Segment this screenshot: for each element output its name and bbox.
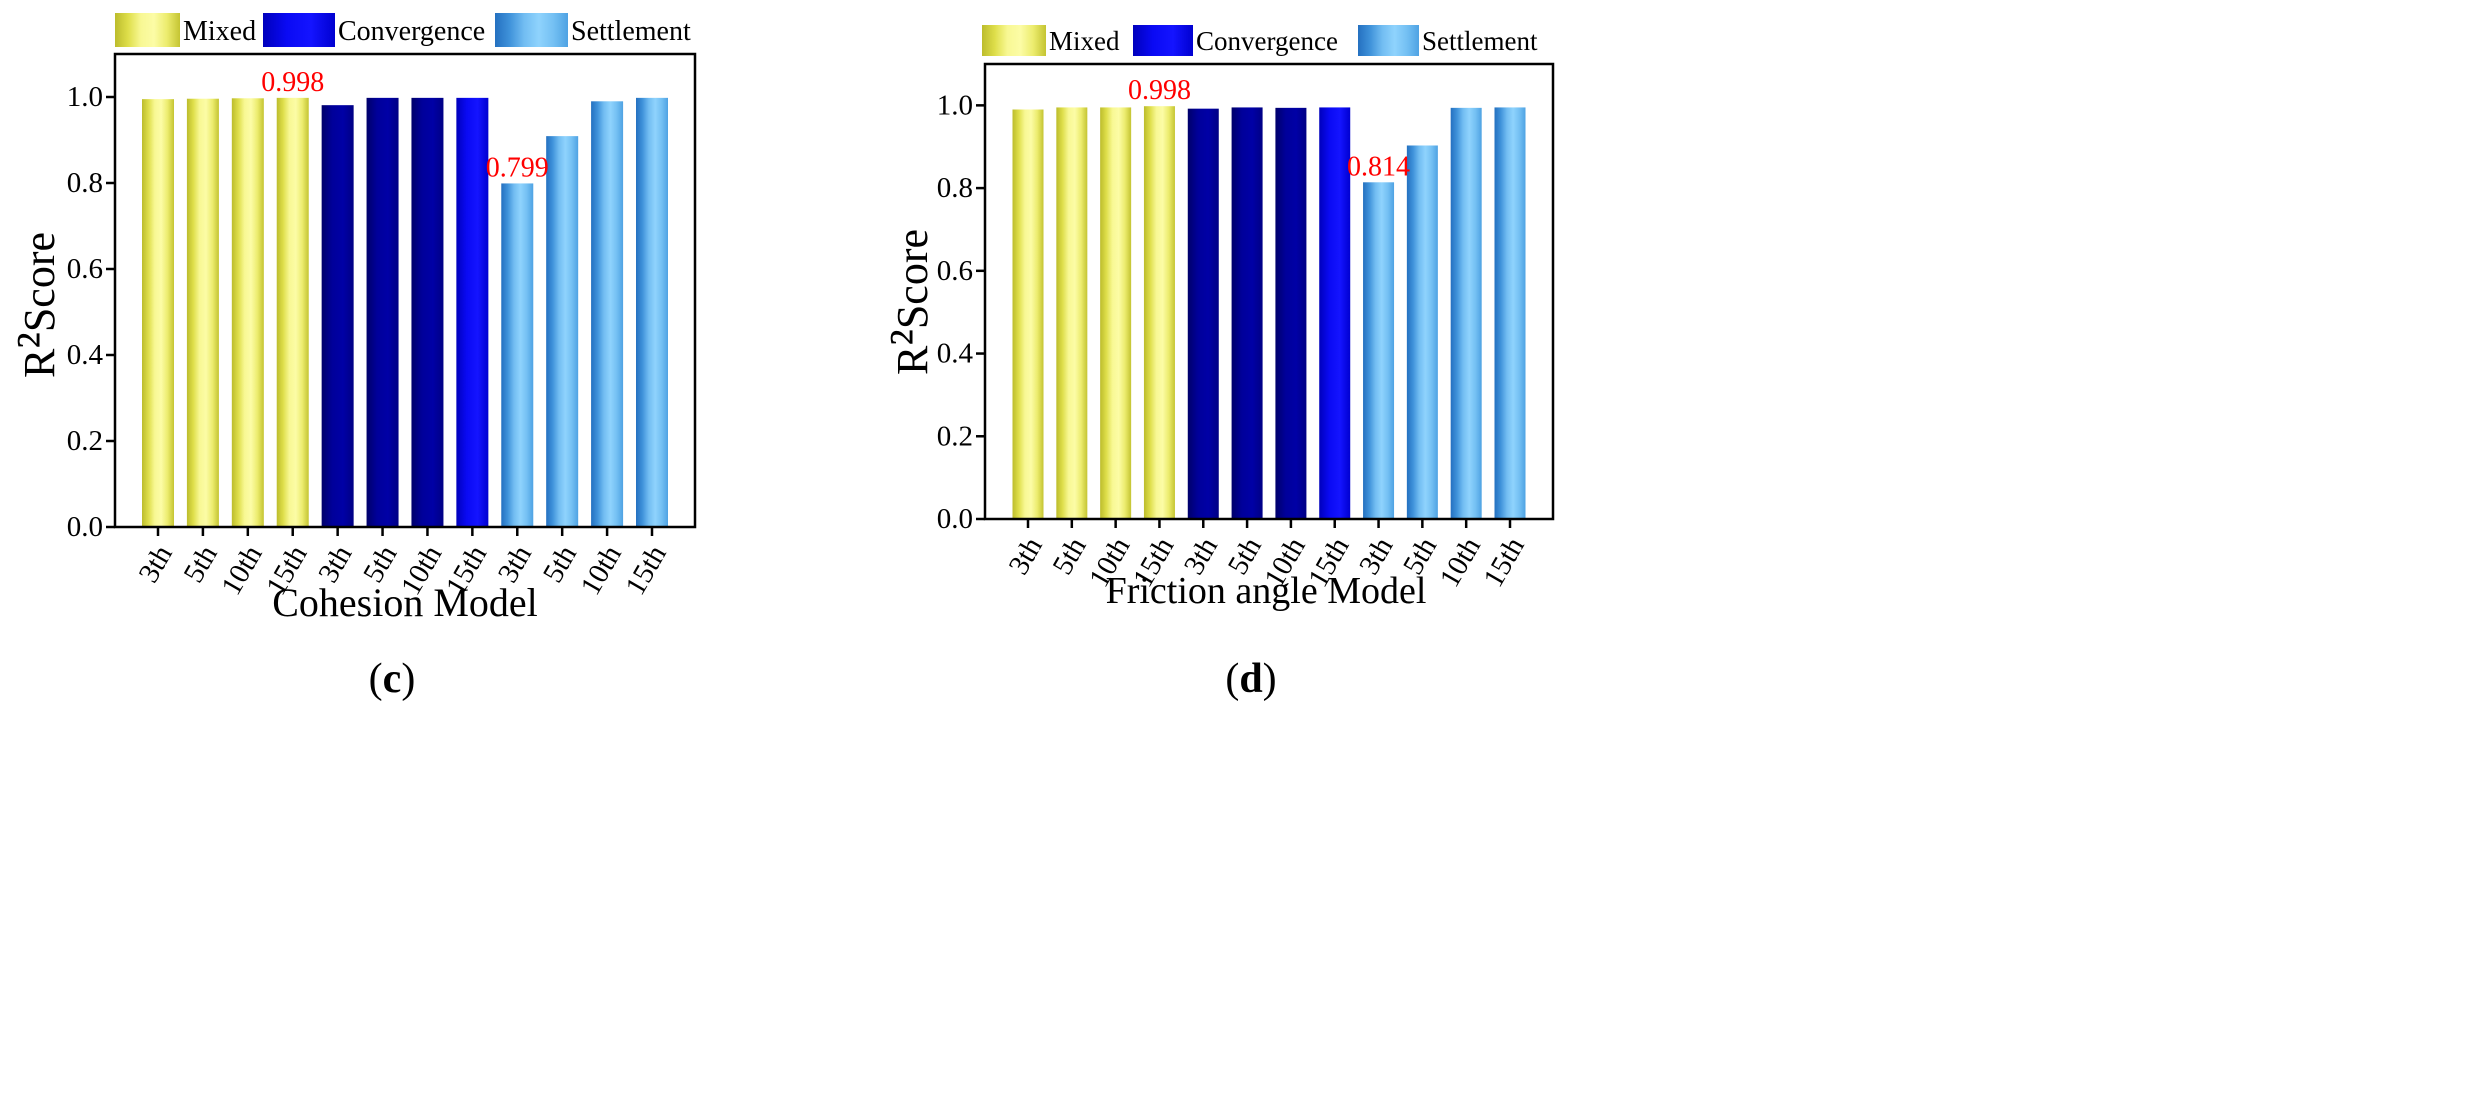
bar-mixed-3th [1012, 109, 1044, 519]
y-tick-label: 0.6 [67, 253, 103, 285]
y-axis-title-part: Score [15, 232, 64, 332]
value-label: 0.814 [1347, 151, 1410, 182]
y-axis-title-superscript: ² [878, 329, 939, 346]
y-axis-title-part: R [888, 345, 937, 375]
chart-panel-c: Mixed Convergence Settlement3th5th10th15th… [5, 13, 697, 702]
y-tick-label: 0.2 [937, 420, 973, 452]
legend-label-mixed: Mixed [1049, 26, 1120, 56]
x-axis-title: Cohesion Model [272, 580, 538, 625]
bar-convergence-5th [1231, 107, 1263, 520]
panel-label-part: ( [369, 656, 383, 702]
bar-convergence-3th [1187, 108, 1219, 520]
value-label: 0.998 [1128, 75, 1191, 106]
legend-label-settlement: Settlement [571, 16, 691, 47]
panel-label: (d) [1225, 656, 1276, 702]
legend-swatch-mixed [982, 25, 1046, 56]
plot-frame [113, 52, 697, 529]
y-axis: 0.0 0.2 0.4 0.6 0.8 1.0 [937, 89, 985, 535]
y-axis-title-part: Score [888, 229, 937, 329]
y-tick-label: 0.8 [937, 172, 973, 204]
y-tick-label: 0.4 [937, 338, 974, 370]
y-tick-label: 0.2 [67, 425, 103, 457]
bar-mixed-10th [1100, 107, 1132, 520]
y-tick-label: 1.0 [67, 81, 103, 113]
legend-label-convergence: Convergence [1196, 26, 1338, 56]
y-axis: 0.0 0.2 0.4 0.6 0.8 1.0 [67, 81, 115, 543]
bar-convergence-5th [366, 97, 399, 528]
bar-mixed-15th [1143, 106, 1175, 519]
legend-swatch-mixed [115, 13, 180, 47]
bar-mixed-10th [231, 98, 264, 527]
bar-mixed-15th [276, 97, 309, 528]
legend-swatch-convergence [1133, 25, 1193, 56]
panel-label-part: ( [1225, 656, 1239, 702]
panel-label: (c) [369, 656, 416, 702]
bar-settlement-3th [501, 183, 534, 527]
bar-mixed-5th [186, 98, 219, 527]
bar-settlement-10th [1450, 107, 1482, 519]
y-tick-label: 0.0 [937, 503, 973, 535]
y-tick-label: 1.0 [937, 89, 973, 121]
y-tick-label: 0.6 [937, 255, 973, 287]
bar-convergence-15th [1319, 107, 1351, 520]
y-axis-title: R²Score [878, 229, 939, 375]
bar-convergence-10th [411, 97, 444, 528]
y-axis-title-part: R [15, 348, 64, 378]
panel-label-part: d [1239, 656, 1262, 702]
bar-settlement-5th [1406, 145, 1438, 520]
bar-settlement-10th [591, 101, 624, 528]
y-axis-title-superscript: ² [5, 332, 66, 349]
legend: Mixed Convergence Settlement [115, 13, 691, 47]
y-axis-title: R²Score [5, 232, 66, 378]
legend-swatch-settlement [1358, 25, 1419, 56]
panel-label-part: c [383, 656, 402, 702]
y-tick-label: 0.8 [67, 167, 103, 199]
value-label: 0.799 [486, 152, 549, 183]
bar-convergence-10th [1275, 107, 1307, 519]
bar-convergence-3th [321, 105, 354, 528]
bar-settlement-15th [636, 97, 668, 528]
legend-label-settlement: Settlement [1422, 26, 1538, 56]
legend-label-mixed: Mixed [183, 16, 256, 47]
legend-swatch-convergence [263, 13, 335, 47]
value-label: 0.998 [261, 67, 324, 98]
x-axis-title: Friction angle Model [1106, 570, 1427, 612]
legend: Mixed Convergence Settlement [982, 25, 1538, 56]
y-tick-label: 0.0 [67, 511, 103, 543]
bar-settlement-5th [546, 136, 579, 527]
panel-label-part: ) [401, 656, 415, 702]
y-tick-label: 0.4 [67, 339, 104, 371]
plot-frame [983, 62, 1555, 521]
bar-convergence-15th [456, 97, 489, 528]
bar-mixed-5th [1056, 107, 1088, 520]
bars [142, 97, 668, 528]
legend-label-convergence: Convergence [338, 16, 485, 47]
bar-settlement-3th [1363, 182, 1395, 520]
bars [1012, 106, 1526, 520]
panel-label-part: ) [1263, 656, 1277, 702]
legend-swatch-settlement [495, 13, 568, 47]
bar-settlement-15th [1494, 107, 1526, 520]
bar-mixed-3th [142, 99, 174, 528]
